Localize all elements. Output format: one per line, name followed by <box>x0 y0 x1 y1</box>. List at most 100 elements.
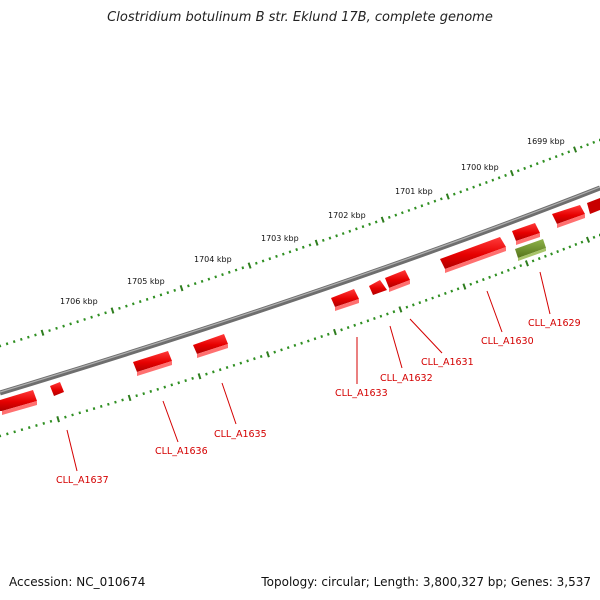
gene-arrow[interactable] <box>440 237 506 269</box>
minor-tick <box>142 392 146 396</box>
gene-arrow[interactable] <box>587 198 600 214</box>
minor-tick <box>293 343 297 347</box>
minor-tick <box>288 250 292 254</box>
minor-tick <box>187 284 190 288</box>
minor-tick <box>556 250 560 254</box>
gene-arrow[interactable] <box>0 390 37 411</box>
minor-tick <box>562 247 566 251</box>
minor-tick <box>12 340 16 344</box>
minor-tick <box>472 185 475 189</box>
gene-arrow[interactable] <box>193 334 228 354</box>
minor-tick <box>286 346 290 350</box>
leader-line <box>389 325 403 369</box>
minor-tick <box>227 270 231 274</box>
minor-tick <box>62 324 65 328</box>
minor-tick <box>149 389 153 393</box>
minor-tick <box>516 169 520 173</box>
major-tick <box>509 169 514 177</box>
gene-arrow[interactable] <box>515 239 546 258</box>
minor-tick <box>491 178 495 182</box>
label-leaders <box>66 271 551 472</box>
gene-label[interactable]: CLL_A1630 <box>481 336 534 347</box>
minor-tick <box>394 213 398 217</box>
minor-tick <box>542 159 545 163</box>
minor-tick <box>504 173 507 177</box>
gene-label[interactable]: CLL_A1637 <box>56 475 109 486</box>
major-tick <box>179 284 184 292</box>
gene-arrow[interactable] <box>369 280 387 295</box>
minor-tick <box>475 280 479 284</box>
minor-tick <box>193 282 197 286</box>
minor-tick <box>592 140 596 144</box>
minor-tick <box>321 238 325 242</box>
minor-tick <box>152 295 156 299</box>
leader-line <box>539 271 551 315</box>
minor-tick <box>519 264 523 268</box>
gene-labels: CLL_A1629 CLL_A1630 CLL_A1631 CLL_A1632 … <box>56 318 581 486</box>
minor-tick <box>64 415 67 419</box>
minor-tick <box>346 326 350 330</box>
minor-tick <box>592 235 596 239</box>
minor-tick <box>104 311 107 315</box>
minor-tick <box>407 208 411 212</box>
minor-tick <box>488 275 491 279</box>
minor-tick <box>523 166 527 170</box>
gene-label[interactable]: CLL_A1632 <box>380 373 433 384</box>
minor-tick <box>433 199 437 203</box>
minor-tick <box>92 407 96 411</box>
minor-tick <box>138 300 142 304</box>
minor-tick <box>387 215 391 219</box>
minor-tick <box>225 365 229 370</box>
minor-tick <box>13 430 16 434</box>
minor-tick <box>90 315 93 319</box>
minor-tick <box>335 234 338 238</box>
major-tick <box>266 351 270 358</box>
minor-tick <box>191 376 194 380</box>
gene-label[interactable]: CLL_A1631 <box>421 357 474 368</box>
minor-tick <box>579 145 583 149</box>
minor-tick <box>386 312 389 316</box>
gene-arrow[interactable] <box>552 205 585 224</box>
major-tick <box>110 307 115 314</box>
kbp-labels: 1699 kbp 1700 kbp 1701 kbp 1702 kbp 1703… <box>60 137 565 306</box>
minor-tick <box>99 404 103 408</box>
minor-tick <box>97 313 100 317</box>
minor-tick <box>207 277 211 281</box>
major-tick <box>585 236 591 243</box>
genome-backbone-highlight <box>0 186 600 393</box>
gene-arrow[interactable] <box>133 351 172 372</box>
gene-arrow[interactable] <box>385 270 410 288</box>
gene-arrow[interactable] <box>512 223 540 241</box>
kbp-label-1699: 1699 kbp <box>527 137 565 146</box>
gene-arrow[interactable] <box>331 289 359 307</box>
accession-text: Accession: NC_010674 <box>9 575 146 589</box>
minor-tick <box>561 152 564 156</box>
minor-tick <box>170 383 174 387</box>
gene-arrow[interactable] <box>50 382 64 396</box>
gene-label[interactable]: CLL_A1636 <box>155 446 208 457</box>
gene-arrow-shadow <box>197 344 228 358</box>
gene-label[interactable]: CLL_A1633 <box>335 388 388 399</box>
minor-tick <box>20 428 24 432</box>
gene-label[interactable]: CLL_A1635 <box>214 429 267 440</box>
minor-tick <box>361 225 365 229</box>
minor-tick <box>437 294 441 298</box>
minor-tick <box>218 368 222 372</box>
minor-tick <box>348 229 352 233</box>
minor-tick <box>234 268 238 272</box>
outer-tick-ruler <box>0 138 600 348</box>
gene-arrow-shadow <box>516 233 540 245</box>
minor-tick <box>273 350 277 354</box>
gene-label[interactable]: CLL_A1629 <box>528 318 581 329</box>
minor-tick <box>253 357 256 361</box>
minor-tick <box>568 245 572 249</box>
major-tick <box>127 394 132 402</box>
minor-tick <box>76 320 79 324</box>
gene-arrow-shadow <box>389 280 410 292</box>
minor-tick <box>5 342 9 346</box>
minor-tick <box>281 252 285 256</box>
kbp-label-1700: 1700 kbp <box>461 163 499 172</box>
minor-tick <box>353 323 357 327</box>
gene-arrow-shadow <box>2 401 37 415</box>
minor-tick <box>574 242 578 246</box>
